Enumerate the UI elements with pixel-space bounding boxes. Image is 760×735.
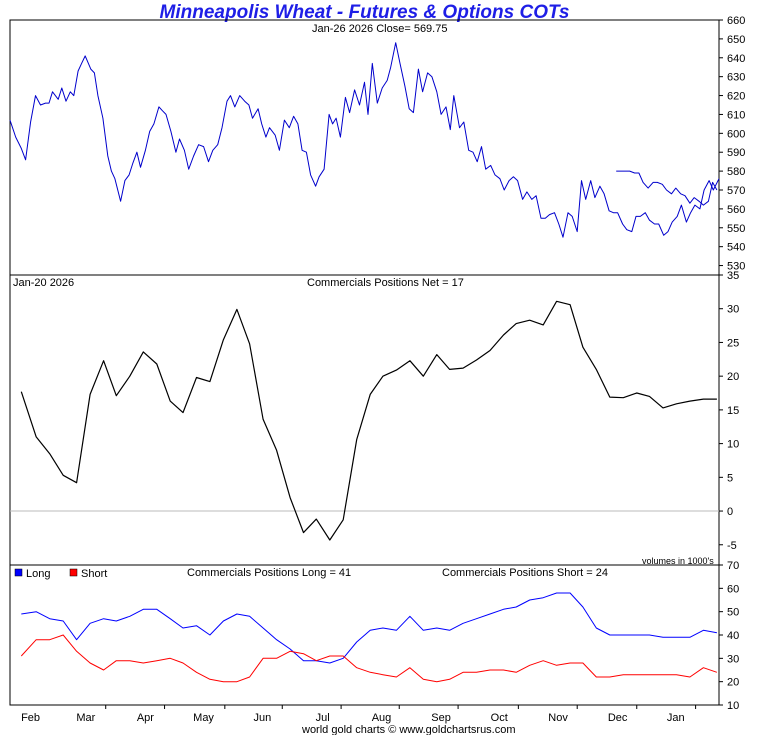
y-tick-label: 570 bbox=[727, 185, 745, 197]
x-tick-label: Apr bbox=[137, 712, 154, 724]
short-series-line bbox=[20, 634, 718, 683]
y-tick-label: 40 bbox=[727, 630, 739, 642]
price-series-tail-line bbox=[616, 170, 718, 206]
y-tick-label: 70 bbox=[727, 560, 739, 572]
x-tick-label: Aug bbox=[372, 712, 392, 724]
long-series-line bbox=[21, 592, 717, 664]
y-tick-label: 15 bbox=[727, 405, 739, 417]
y-tick-label: 620 bbox=[727, 91, 745, 103]
y-tick-label: 610 bbox=[727, 109, 745, 121]
y-tick-label: 35 bbox=[727, 270, 739, 282]
y-tick-label: 60 bbox=[727, 583, 739, 595]
net-title: Commercials Positions Net = 17 bbox=[307, 277, 464, 289]
x-tick-label: Sep bbox=[431, 712, 451, 724]
y-tick-label: 10 bbox=[727, 700, 739, 712]
legend-short-label: Short bbox=[81, 568, 107, 580]
x-tick-label: Mar bbox=[76, 712, 95, 724]
x-tick-label: Feb bbox=[21, 712, 40, 724]
price-panel: 530 540 550 560 570 580 590 600 610 620 630 640 650 6… bbox=[9, 15, 745, 276]
y-tick-label: 0 bbox=[727, 506, 733, 518]
y-tick-label: 580 bbox=[727, 166, 745, 178]
x-tick-label: Nov bbox=[548, 712, 568, 724]
y-tick-label: 660 bbox=[727, 15, 745, 27]
short-title: Commercials Positions Short = 24 bbox=[442, 567, 608, 579]
panel-frame bbox=[9, 19, 720, 276]
panel-frame bbox=[9, 274, 720, 566]
y-tick-label: 650 bbox=[727, 34, 745, 46]
y-tick-label: 20 bbox=[727, 371, 739, 383]
y-tick-label: 20 bbox=[727, 677, 739, 689]
footer-credit: world gold charts © www.goldchartsrus.co… bbox=[301, 724, 516, 735]
y-tick-label: 30 bbox=[727, 304, 739, 316]
y-tick-label: 550 bbox=[727, 223, 745, 235]
chart-title: Minneapolis Wheat - Futures & Options CO… bbox=[159, 2, 570, 23]
y-tick-label: 50 bbox=[727, 607, 739, 619]
x-axis: Feb Mar Apr May Jun Jul Aug Sep Oct Nov Dec Jan bbox=[21, 705, 697, 724]
legend-long-swatch bbox=[14, 568, 23, 577]
y-tick-label: 590 bbox=[727, 147, 745, 159]
legend-long-label: Long bbox=[26, 568, 50, 580]
y-tick-label: 540 bbox=[727, 242, 745, 254]
x-tick-label: Oct bbox=[491, 712, 508, 724]
price-annotation: Jan-26 2026 Close= 569.75 bbox=[312, 23, 447, 35]
net-positions-panel: -5 0 5 10 15 20 25 30 35 bbox=[9, 270, 739, 566]
legend-short-swatch bbox=[69, 568, 78, 577]
net-series-line bbox=[20, 300, 717, 541]
y-tick-label: 560 bbox=[727, 204, 745, 216]
price-series-line bbox=[9, 42, 720, 238]
x-tick-label: Jan bbox=[667, 712, 685, 724]
x-tick-label: May bbox=[193, 712, 214, 724]
y-tick-label: 530 bbox=[727, 261, 745, 273]
y-tick-label: 600 bbox=[727, 128, 745, 140]
y-tick-label: 30 bbox=[727, 653, 739, 665]
net-annotation: Jan-20 2026 bbox=[13, 277, 74, 289]
y-tick-label: 640 bbox=[727, 53, 745, 65]
y-tick-label: 630 bbox=[727, 72, 745, 84]
volumes-note: volumes in 1000's bbox=[642, 556, 714, 566]
x-tick-label: Jun bbox=[254, 712, 272, 724]
y-tick-label: 5 bbox=[727, 472, 733, 484]
y-tick-label: -5 bbox=[727, 540, 737, 552]
x-tick-label: Jul bbox=[316, 712, 330, 724]
long-short-panel: 10 20 30 40 50 60 70 bbox=[9, 560, 739, 712]
y-tick-label: 10 bbox=[727, 439, 739, 451]
y-tick-label: 25 bbox=[727, 337, 739, 349]
long-title: Commercials Positions Long = 41 bbox=[187, 567, 351, 579]
x-tick-label: Dec bbox=[608, 712, 628, 724]
